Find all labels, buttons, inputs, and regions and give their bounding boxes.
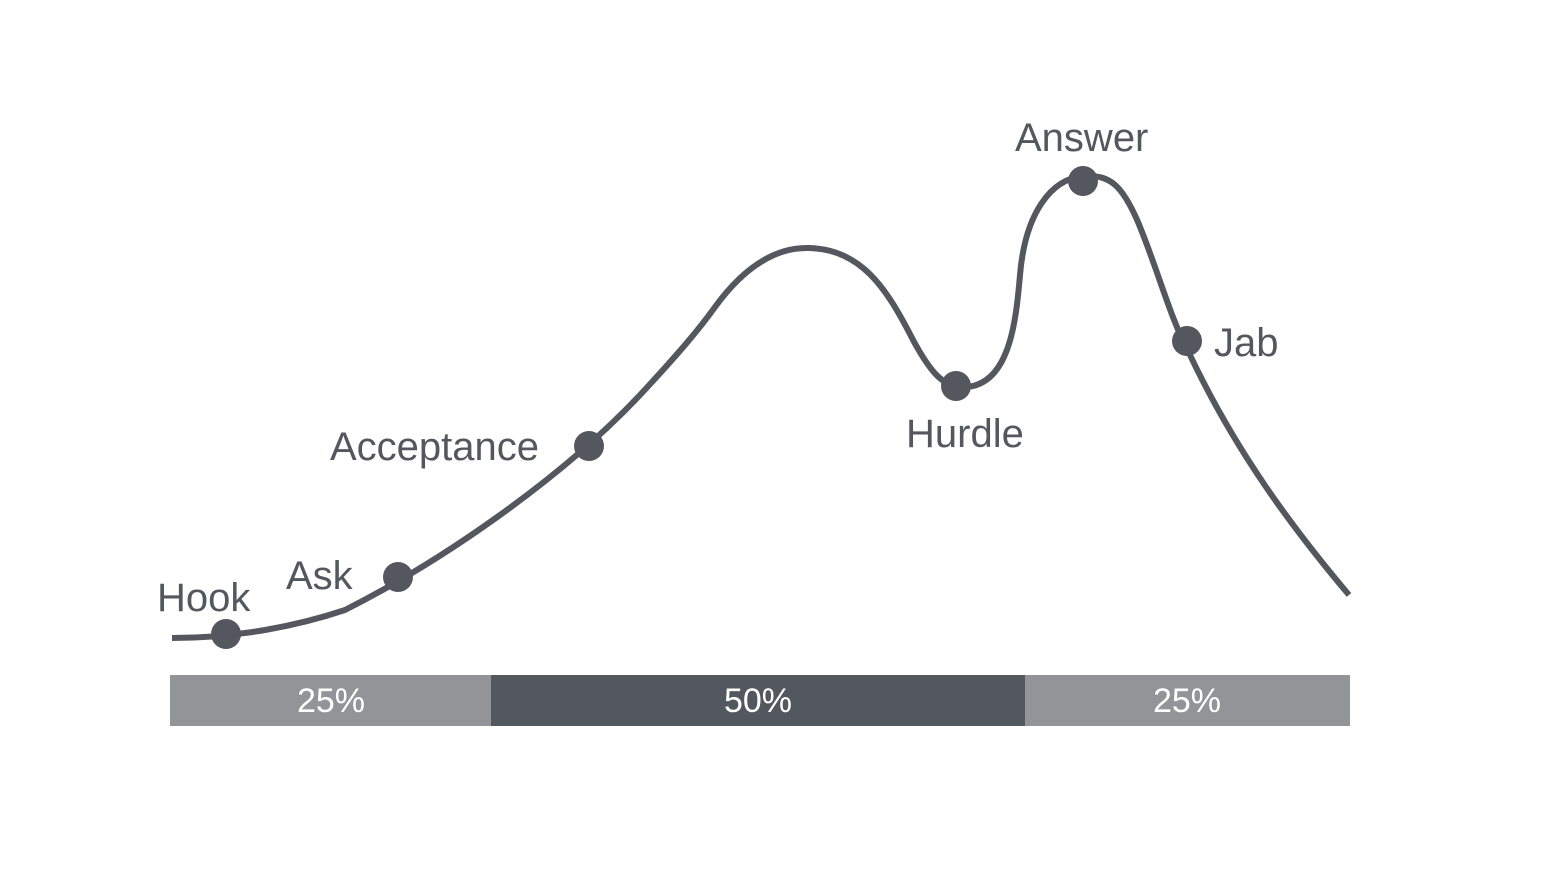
proportion-bar: 25% 50% 25% [170, 675, 1350, 726]
jab-marker [1172, 326, 1202, 356]
segment-opening [170, 675, 491, 726]
stage-label-jab: Jab [1214, 321, 1279, 365]
stage-label-ask: Ask [286, 554, 354, 598]
segment-label-middle: 50% [724, 682, 792, 720]
segment-closing [1025, 675, 1350, 726]
hurdle-marker [941, 371, 971, 401]
answer-marker [1068, 166, 1098, 196]
stage-label-acceptance: Acceptance [330, 425, 539, 469]
hook-marker [211, 619, 241, 649]
segment-middle [491, 675, 1025, 726]
story-arc-curve [171, 172, 1352, 641]
acceptance-marker [574, 431, 604, 461]
stage-label-hook: Hook [157, 576, 251, 620]
segment-label-opening: 25% [297, 682, 365, 720]
segment-label-closing: 25% [1153, 682, 1221, 720]
stage-label-answer: Answer [1015, 116, 1148, 160]
stage-label-hurdle: Hurdle [906, 412, 1024, 456]
ask-marker [383, 562, 413, 592]
